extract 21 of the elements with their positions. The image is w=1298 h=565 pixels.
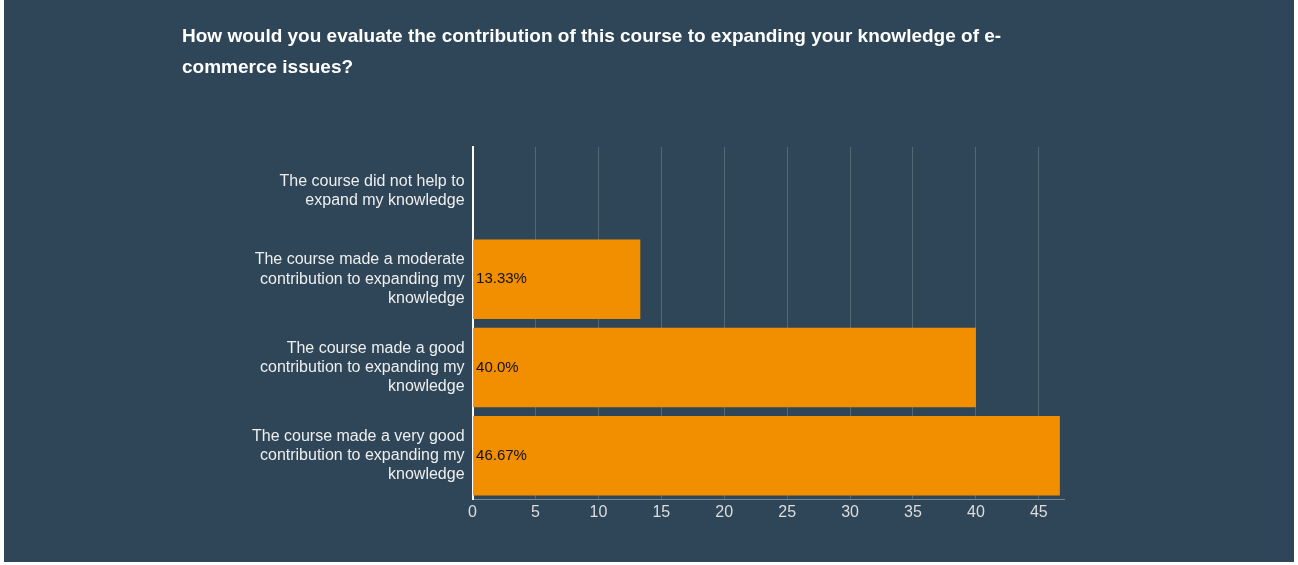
y-tick-label: The course made a good contribution to expanding my knowledge <box>259 338 465 395</box>
x-tick-label: 30 <box>841 502 860 520</box>
x-tick-label: 25 <box>778 502 797 520</box>
x-tick-label: 5 <box>531 502 541 520</box>
bar <box>473 327 976 408</box>
data-label: 46.67% <box>476 445 527 463</box>
x-tick-label: 20 <box>715 502 734 520</box>
chart-title: How would you evaluate the contribution of this course to expanding your knowledge of e-commerce issues? <box>182 24 1003 79</box>
x-tick-label: 35 <box>904 502 922 520</box>
data-label: 13.33% <box>476 269 527 287</box>
y-tick-label: The course did not help to expand my knowledge <box>279 171 465 208</box>
x-tick-label: 10 <box>589 502 608 520</box>
x-tick-label: 0 <box>468 502 478 520</box>
bar <box>473 415 1060 496</box>
y-tick-label: The course made a very good contribution to expanding my knowledge <box>252 426 465 483</box>
y-tick-label: The course made a moderate contribution to expanding my knowledge <box>254 250 465 306</box>
data-label: 40.0% <box>476 357 519 375</box>
x-tick-label: 45 <box>1029 502 1048 520</box>
x-tick-label: 40 <box>967 502 985 520</box>
bar <box>473 239 641 319</box>
x-tick-label: 15 <box>652 502 671 520</box>
